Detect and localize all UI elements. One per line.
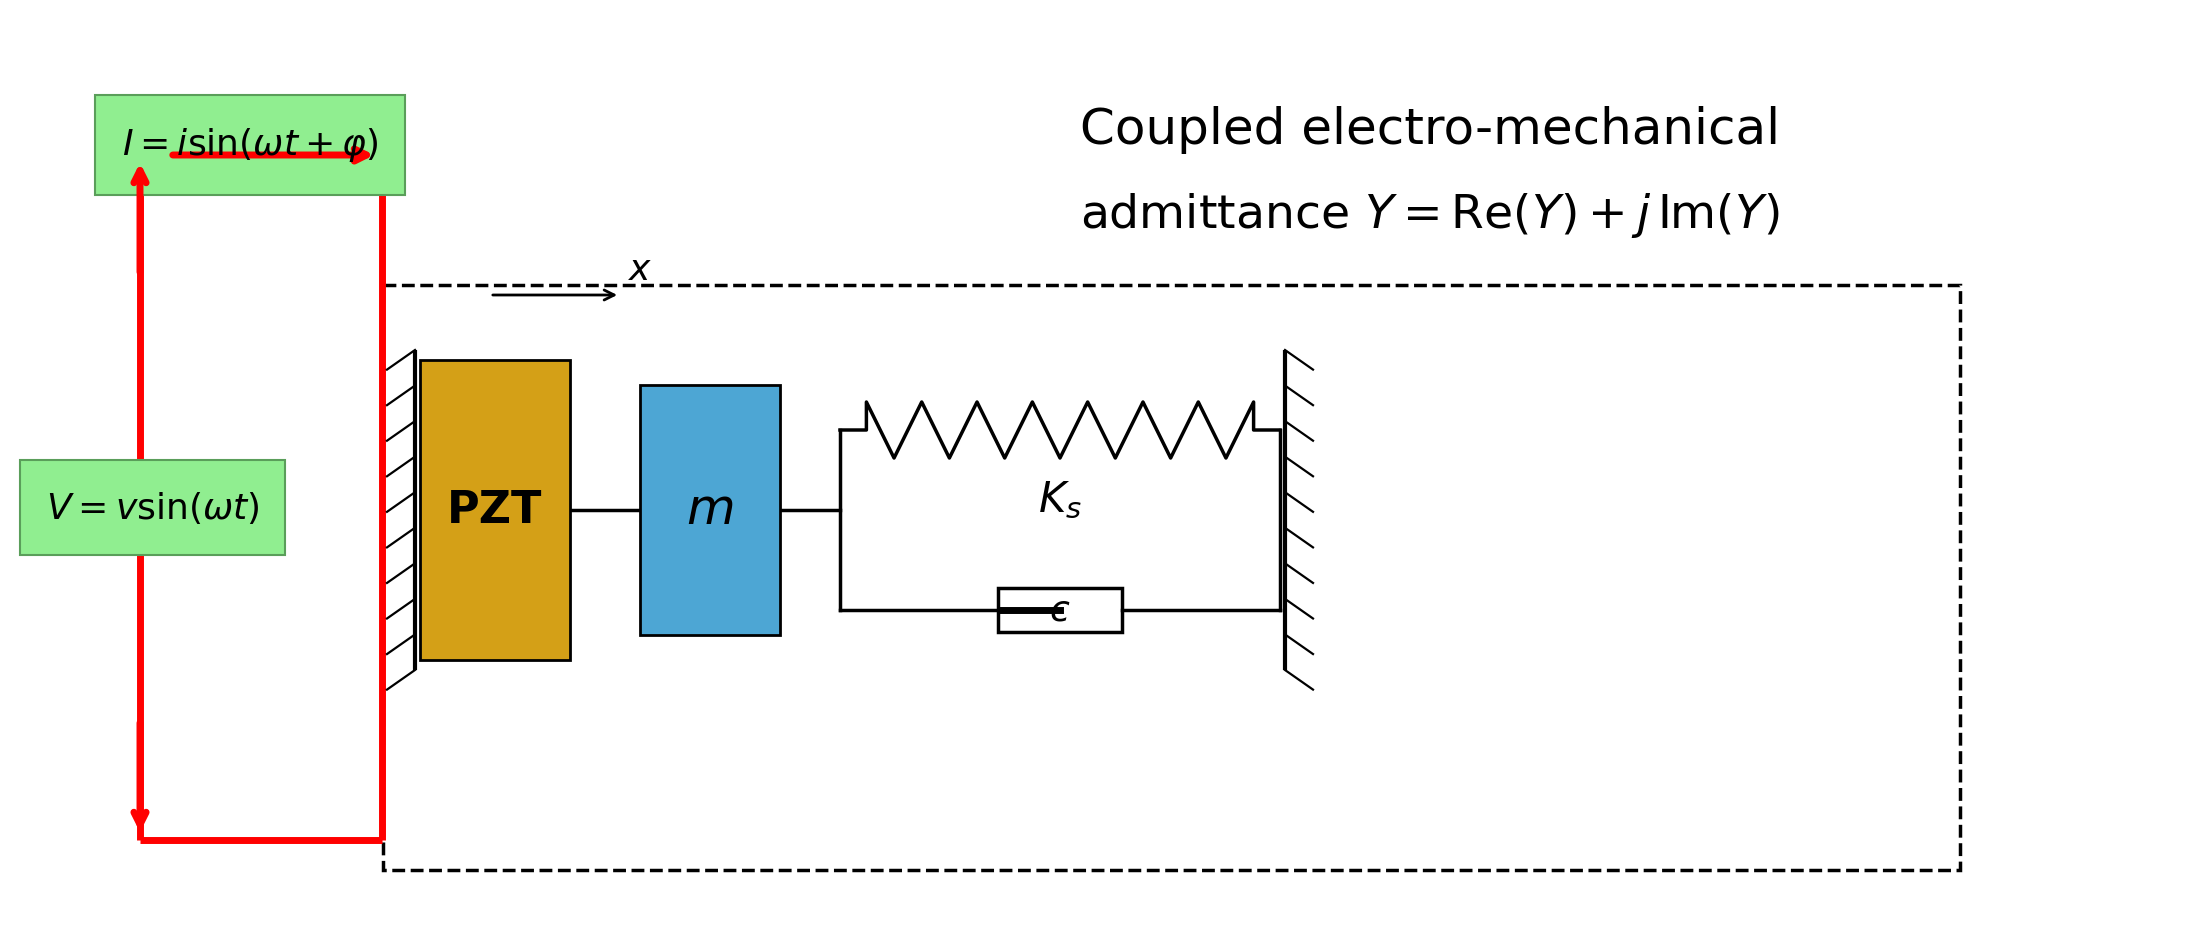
Text: $c$: $c$ (1049, 593, 1070, 627)
Bar (998, 588, 1121, 632)
Text: PZT: PZT (447, 488, 543, 532)
Text: $m$: $m$ (687, 486, 733, 534)
Bar (20, 460, 285, 555)
Bar (383, 285, 1959, 870)
Text: Coupled electro-mechanical: Coupled electro-mechanical (1079, 106, 1780, 154)
Text: $x$: $x$ (628, 253, 652, 287)
Bar (94, 95, 405, 195)
Text: $I = i\sin(\omega t + \varphi)$: $I = i\sin(\omega t + \varphi)$ (123, 126, 379, 164)
Bar (420, 360, 569, 660)
Bar (639, 385, 779, 635)
Text: $V = v\sin(\omega t)$: $V = v\sin(\omega t)$ (46, 489, 258, 525)
Text: admittance $Y = \mathrm{Re}(Y) + j\,\mathrm{Im}(Y)$: admittance $Y = \mathrm{Re}(Y) + j\,\mat… (1081, 190, 1780, 239)
Text: $K_s$: $K_s$ (1038, 479, 1081, 521)
